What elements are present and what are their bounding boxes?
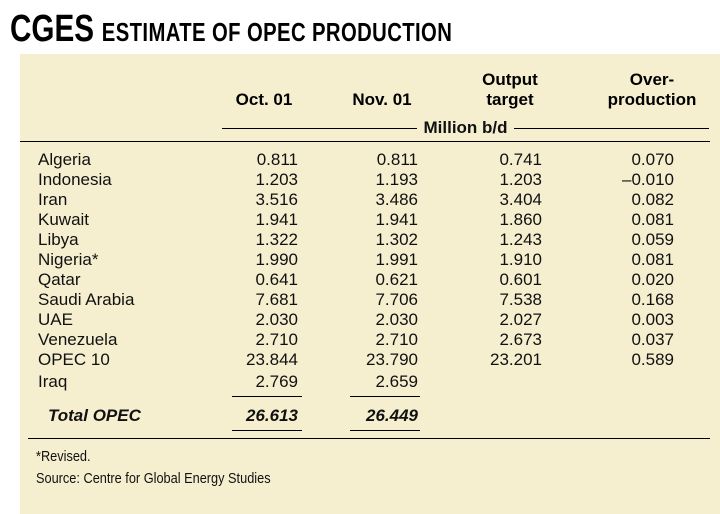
overproduction-value: –0.010 bbox=[622, 170, 674, 189]
country-name: Kuwait bbox=[38, 210, 90, 229]
nov-value: 0.621 bbox=[375, 270, 418, 289]
table-row: Libya 1.322 1.302 1.243 0.059 bbox=[0, 230, 720, 250]
title-brand: CGES bbox=[10, 8, 95, 50]
country-name: Libya bbox=[38, 230, 79, 249]
sum-rule-nov bbox=[350, 396, 420, 397]
table-row: Saudi Arabia 7.681 7.706 7.538 0.168 bbox=[0, 290, 720, 310]
nov-value: 1.941 bbox=[375, 210, 418, 229]
country-name: Venezuela bbox=[38, 330, 118, 349]
overproduction-value: 0.003 bbox=[631, 310, 674, 329]
oct-value: 2.769 bbox=[255, 372, 298, 391]
country-name: Indonesia bbox=[38, 170, 112, 189]
header-nov: Nov. 01 bbox=[352, 90, 412, 109]
target-value: 23.201 bbox=[490, 350, 542, 369]
overproduction-value: 0.168 bbox=[631, 290, 674, 309]
target-value: 0.741 bbox=[499, 150, 542, 169]
overproduction-value: 0.081 bbox=[631, 250, 674, 269]
nov-value: 0.811 bbox=[376, 150, 418, 169]
overproduction-value: 0.020 bbox=[631, 270, 674, 289]
total-label: Total OPEC bbox=[48, 406, 141, 425]
oct-value: 1.990 bbox=[255, 250, 298, 269]
nov-value: 2.030 bbox=[375, 310, 418, 329]
oct-value: 1.941 bbox=[255, 210, 298, 229]
country-name: OPEC 10 bbox=[38, 350, 110, 369]
overproduction-value: 0.037 bbox=[631, 330, 674, 349]
source-note: Source: Centre for Global Energy Studies bbox=[36, 470, 271, 487]
table-row: OPEC 10 23.844 23.790 23.201 0.589 bbox=[0, 350, 720, 370]
table-row: Qatar 0.641 0.621 0.601 0.020 bbox=[0, 270, 720, 290]
table-title: CGES ESTIMATE OF OPEC PRODUCTION bbox=[10, 8, 453, 50]
title-text: ESTIMATE OF OPEC PRODUCTION bbox=[101, 17, 453, 47]
unit-label: Million b/d bbox=[423, 118, 508, 137]
country-name: Iraq bbox=[38, 372, 68, 391]
sum-rule-oct bbox=[232, 396, 302, 397]
oct-value: 2.710 bbox=[255, 330, 298, 349]
overproduction-value: 0.589 bbox=[631, 350, 674, 369]
header-over-line1: Over- bbox=[629, 70, 675, 89]
total-rule-nov bbox=[350, 430, 420, 431]
table-row: Nigeria* 1.990 1.991 1.910 0.081 bbox=[0, 250, 720, 270]
header-oct: Oct. 01 bbox=[235, 90, 293, 109]
oct-value: 3.516 bbox=[255, 190, 298, 209]
country-name: UAE bbox=[38, 310, 73, 329]
nov-value: 3.486 bbox=[375, 190, 418, 209]
overproduction-value: 0.082 bbox=[631, 190, 674, 209]
country-name: Qatar bbox=[38, 270, 81, 289]
table-row: UAE 2.030 2.030 2.027 0.003 bbox=[0, 310, 720, 330]
nov-value: 2.710 bbox=[375, 330, 418, 349]
target-value: 2.027 bbox=[499, 310, 542, 329]
table-panel bbox=[20, 54, 720, 514]
revised-note: *Revised. bbox=[36, 448, 91, 465]
table-row: Kuwait 1.941 1.941 1.860 0.081 bbox=[0, 210, 720, 230]
nov-value: 1.302 bbox=[375, 230, 418, 249]
nov-value: 2.659 bbox=[375, 372, 418, 391]
oct-value: 0.641 bbox=[255, 270, 298, 289]
target-value: 1.860 bbox=[499, 210, 542, 229]
total-nov-value: 26.449 bbox=[366, 406, 418, 425]
total-oct-value: 26.613 bbox=[246, 406, 298, 425]
table-row: Algeria 0.811 0.811 0.741 0.070 bbox=[0, 150, 720, 170]
oct-value: 1.203 bbox=[255, 170, 298, 189]
country-name: Saudi Arabia bbox=[38, 290, 135, 309]
nov-value: 1.193 bbox=[375, 170, 418, 189]
footer-separator bbox=[28, 438, 710, 439]
target-value: 1.910 bbox=[499, 250, 542, 269]
country-name: Iran bbox=[38, 190, 68, 209]
unit-row: Million b/d bbox=[222, 118, 710, 138]
total-rule-oct bbox=[232, 430, 302, 431]
header-target-line1: Output bbox=[482, 70, 538, 89]
oct-value: 0.811 bbox=[256, 150, 298, 169]
overproduction-value: 0.059 bbox=[631, 230, 674, 249]
target-value: 1.203 bbox=[499, 170, 542, 189]
table-row: Iran 3.516 3.486 3.404 0.082 bbox=[0, 190, 720, 210]
oct-value: 23.844 bbox=[246, 350, 298, 369]
country-name: Nigeria* bbox=[38, 250, 99, 269]
country-name: Algeria bbox=[38, 150, 91, 169]
nov-value: 1.991 bbox=[375, 250, 418, 269]
nov-value: 7.706 bbox=[375, 290, 418, 309]
unit-dash-left bbox=[222, 127, 418, 129]
table-row: Indonesia 1.203 1.193 1.203 –0.010 bbox=[0, 170, 720, 190]
header-target-line2: target bbox=[486, 90, 534, 109]
oct-value: 1.322 bbox=[255, 230, 298, 249]
table-row: Iraq 2.769 2.659 bbox=[0, 372, 720, 392]
header-over-line2: production bbox=[607, 90, 697, 109]
nov-value: 23.790 bbox=[366, 350, 418, 369]
header-separator bbox=[20, 141, 710, 142]
overproduction-value: 0.081 bbox=[631, 210, 674, 229]
table-row: Venezuela 2.710 2.710 2.673 0.037 bbox=[0, 330, 720, 350]
oct-value: 7.681 bbox=[255, 290, 298, 309]
oct-value: 2.030 bbox=[255, 310, 298, 329]
overproduction-value: 0.070 bbox=[631, 150, 674, 169]
target-value: 3.404 bbox=[499, 190, 542, 209]
target-value: 1.243 bbox=[499, 230, 542, 249]
target-value: 7.538 bbox=[499, 290, 542, 309]
target-value: 0.601 bbox=[499, 270, 542, 289]
target-value: 2.673 bbox=[499, 330, 542, 349]
total-row: Total OPEC 26.613 26.449 bbox=[0, 406, 720, 426]
unit-dash-right bbox=[513, 127, 710, 129]
